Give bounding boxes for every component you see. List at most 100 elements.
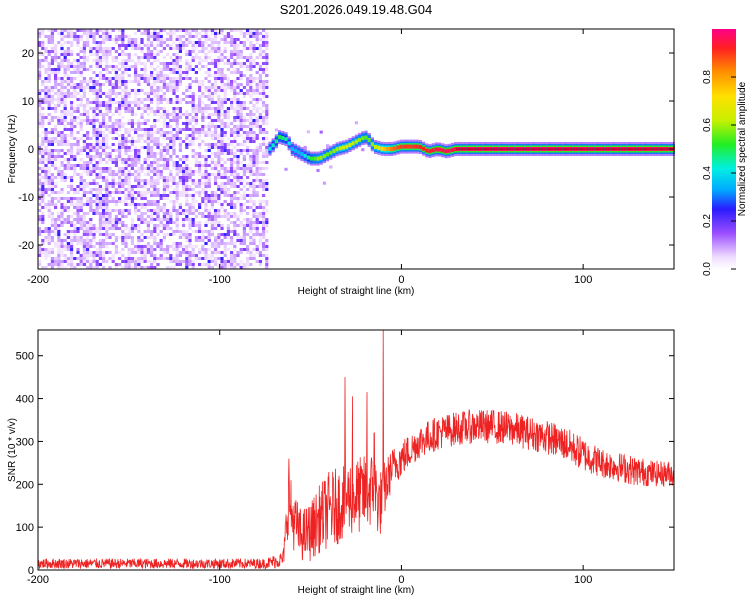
- spectrogram-noise-cell: [41, 188, 45, 191]
- spectrogram-noise-cell: [162, 149, 166, 152]
- spectrogram-noise-cell: [242, 266, 246, 269]
- spectrogram-noise-cell: [223, 152, 227, 155]
- spectrogram-noise-cell: [92, 155, 96, 158]
- spectrogram-noise-cell: [140, 179, 144, 182]
- spectrogram-noise-cell: [105, 107, 109, 110]
- spectrogram-noise-cell: [79, 203, 83, 206]
- spectrogram-noise-cell: [258, 203, 262, 206]
- spectrogram-noise-cell: [191, 143, 195, 146]
- spectrogram-noise-cell: [201, 200, 205, 203]
- spectrogram-noise-cell: [204, 242, 208, 245]
- spectrogram-noise-cell: [124, 98, 128, 101]
- spectrogram-noise-cell: [226, 146, 230, 149]
- spectrogram-noise-cell: [95, 206, 99, 209]
- spectrogram-noise-cell: [63, 140, 67, 143]
- spectrogram-noise-cell: [60, 176, 64, 179]
- spectrogram-noise-cell: [121, 53, 125, 56]
- spectrogram-noise-cell: [70, 215, 74, 218]
- spectrogram-noise-cell: [95, 137, 99, 140]
- spectrogram-noise-cell: [105, 71, 109, 74]
- spectrogram-noise-cell: [198, 131, 202, 134]
- spectrogram-noise-cell: [191, 248, 195, 251]
- spectrogram-noise-cell: [175, 35, 179, 38]
- spectrogram-noise-cell: [265, 83, 269, 86]
- spectrogram-noise-cell: [54, 53, 58, 56]
- spectrogram-noise-cell: [82, 89, 86, 92]
- spectrogram-noise-cell: [114, 221, 118, 224]
- spectrogram-noise-cell: [194, 47, 198, 50]
- spectrogram-noise-cell: [79, 50, 83, 53]
- spectrogram-noise-cell: [220, 149, 224, 152]
- spectrogram-noise-cell: [252, 80, 256, 83]
- spectrogram-noise-cell: [73, 239, 77, 242]
- spectrogram-noise-cell: [63, 98, 67, 101]
- spectrogram-noise-cell: [201, 92, 205, 95]
- spectrogram-noise-cell: [86, 110, 90, 113]
- spectrogram-noise-cell: [79, 257, 83, 260]
- spectrogram-noise-cell: [191, 92, 195, 95]
- spectrogram-noise-cell: [198, 170, 202, 173]
- spectrogram-noise-cell: [191, 35, 195, 38]
- spectrogram-noise-cell: [121, 35, 125, 38]
- spectrogram-noise-cell: [121, 170, 125, 173]
- spectrogram-noise-cell: [76, 206, 80, 209]
- spectrogram-noise-cell: [226, 110, 230, 113]
- spectrogram-noise-cell: [143, 80, 147, 83]
- spectrogram-noise-cell: [207, 176, 211, 179]
- spectrogram-noise-cell: [124, 44, 128, 47]
- spectrogram-noise-cell: [204, 236, 208, 239]
- spectrogram-noise-cell: [89, 203, 93, 206]
- spectrogram-noise-cell: [207, 182, 211, 185]
- spectrogram-noise-cell: [239, 122, 243, 125]
- spectrogram-noise-cell: [54, 59, 58, 62]
- spectrogram-noise-cell: [226, 248, 230, 251]
- spectrogram-noise-cell: [172, 149, 176, 152]
- spectrogram-noise-cell: [89, 206, 93, 209]
- spectrogram-noise-cell: [47, 41, 51, 44]
- spectrogram-noise-cell: [130, 158, 134, 161]
- spectrogram-noise-cell: [262, 254, 266, 257]
- spectrogram-noise-cell: [233, 215, 237, 218]
- spectrogram-noise-cell: [108, 95, 112, 98]
- spectrogram-noise-cell: [127, 161, 131, 164]
- spectrogram-noise-cell: [54, 56, 58, 59]
- spectrogram-noise-cell: [198, 62, 202, 65]
- spectrogram-noise-cell: [60, 164, 64, 167]
- spectrogram-noise-cell: [44, 182, 48, 185]
- spectrogram-noise-cell: [226, 236, 230, 239]
- spectrogram-noise-cell: [182, 44, 186, 47]
- spectrogram-noise-cell: [214, 239, 218, 242]
- spectrogram-noise-cell: [166, 161, 170, 164]
- spectrogram-noise-cell: [265, 107, 269, 110]
- spectrogram-noise-cell: [102, 143, 106, 146]
- spectrogram-noise-cell: [79, 71, 83, 74]
- spectrogram-noise-cell: [172, 113, 176, 116]
- spectrogram-noise-cell: [41, 80, 45, 83]
- spectrogram-noise-cell: [178, 29, 182, 32]
- spectrogram-noise-cell: [230, 158, 234, 161]
- spectrogram-noise-cell: [57, 95, 61, 98]
- spectrogram-noise-cell: [162, 161, 166, 164]
- spectrogram-noise-cell: [223, 110, 227, 113]
- spectrogram-noise-cell: [38, 113, 42, 116]
- spectrogram-noise-cell: [169, 170, 173, 173]
- spectrogram-noise-cell: [98, 62, 102, 65]
- spectrogram-noise-cell: [47, 155, 51, 158]
- spectrogram-noise-cell: [98, 257, 102, 260]
- spectrogram-noise-cell: [111, 149, 115, 152]
- spectrogram-noise-cell: [38, 101, 42, 104]
- spectrogram-noise-cell: [201, 233, 205, 236]
- spectrogram-noise-cell: [210, 44, 214, 47]
- spectrogram-noise-cell: [63, 125, 67, 128]
- spectrogram-noise-cell: [162, 107, 166, 110]
- spectrogram-noise-cell: [255, 161, 259, 164]
- spectrogram-noise-cell: [60, 44, 64, 47]
- spectrogram-noise-cell: [150, 152, 154, 155]
- spectrogram-noise-cell: [166, 134, 170, 137]
- spectrogram-noise-cell: [79, 254, 83, 257]
- spectrogram-noise-cell: [262, 92, 266, 95]
- spectrogram-noise-cell: [223, 242, 227, 245]
- spectrogram-noise-cell: [66, 248, 70, 251]
- spectrogram-noise-cell: [239, 74, 243, 77]
- spectrogram-noise-cell: [162, 212, 166, 215]
